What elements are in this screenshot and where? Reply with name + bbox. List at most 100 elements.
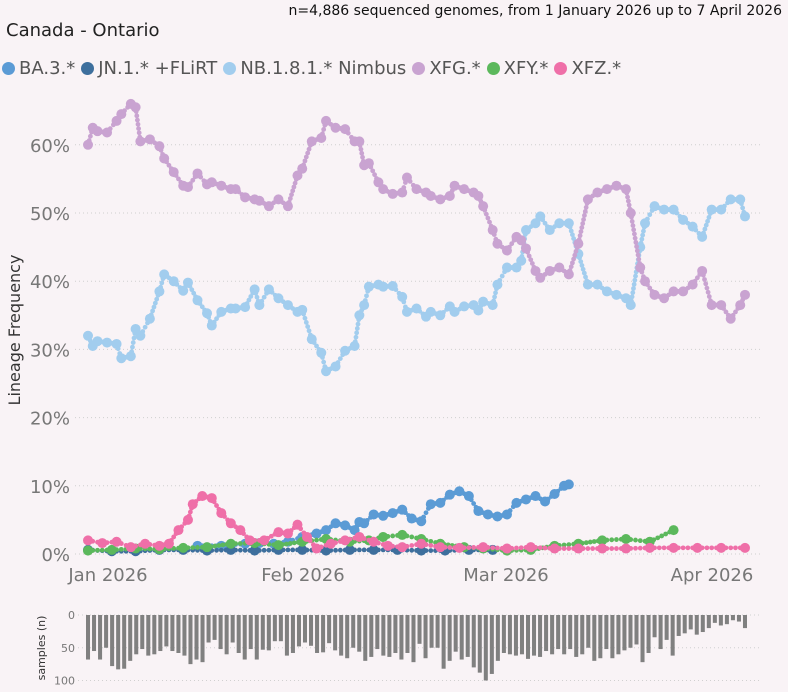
sample-bar[interactable] (610, 615, 615, 659)
data-point[interactable] (635, 262, 646, 273)
data-point[interactable] (125, 542, 136, 553)
data-point[interactable] (544, 225, 555, 236)
sample-bar[interactable] (315, 615, 320, 653)
data-point[interactable] (249, 545, 260, 556)
data-point[interactable] (368, 536, 379, 547)
data-point[interactable] (363, 281, 374, 292)
data-point[interactable] (687, 279, 698, 290)
sample-bar[interactable] (441, 615, 446, 669)
data-point[interactable] (359, 300, 370, 311)
data-point[interactable] (735, 300, 746, 311)
data-point[interactable] (116, 109, 127, 120)
data-point[interactable] (330, 361, 341, 372)
data-point[interactable] (144, 134, 155, 145)
data-point[interactable] (154, 286, 165, 297)
data-point[interactable] (254, 195, 265, 206)
data-point[interactable] (354, 310, 365, 321)
sample-bar[interactable] (634, 615, 639, 645)
sample-bar[interactable] (640, 615, 645, 663)
data-point[interactable] (644, 542, 655, 553)
sample-bar[interactable] (712, 615, 717, 623)
data-point[interactable] (202, 308, 213, 319)
data-point[interactable] (216, 306, 227, 317)
data-point[interactable] (387, 508, 398, 519)
sample-bar[interactable] (556, 615, 561, 650)
data-point[interactable] (182, 182, 193, 193)
sample-bar[interactable] (381, 615, 386, 656)
data-point[interactable] (501, 245, 512, 256)
data-point[interactable] (263, 201, 274, 212)
data-point[interactable] (197, 491, 208, 502)
data-point[interactable] (716, 300, 727, 311)
data-point[interactable] (306, 136, 317, 147)
data-point[interactable] (563, 269, 574, 280)
sample-bar[interactable] (417, 615, 422, 644)
data-point[interactable] (354, 531, 365, 542)
data-point[interactable] (516, 255, 527, 266)
sample-bar[interactable] (194, 615, 199, 660)
sample-bar[interactable] (447, 615, 452, 661)
sample-bar[interactable] (562, 615, 567, 655)
sample-bar[interactable] (345, 615, 350, 659)
sample-bar[interactable] (501, 615, 506, 653)
data-point[interactable] (340, 345, 351, 356)
sample-bar[interactable] (248, 615, 253, 650)
data-point[interactable] (678, 214, 689, 225)
legend-item-0[interactable]: BA.3.* (2, 58, 75, 79)
sample-bar[interactable] (694, 615, 699, 635)
data-point[interactable] (273, 293, 284, 304)
sample-bar[interactable] (586, 615, 591, 648)
legend-item-3[interactable]: XFG.* (412, 58, 481, 79)
data-point[interactable] (611, 289, 622, 300)
data-point[interactable] (478, 296, 489, 307)
sample-bar[interactable] (736, 615, 741, 622)
data-point[interactable] (235, 525, 246, 536)
data-point[interactable] (501, 509, 512, 520)
sample-bar[interactable] (658, 615, 663, 650)
data-point[interactable] (182, 514, 193, 525)
data-point[interactable] (411, 303, 422, 314)
data-point[interactable] (640, 218, 651, 229)
data-point[interactable] (325, 538, 336, 549)
data-point[interactable] (668, 525, 679, 536)
data-point[interactable] (182, 277, 193, 288)
sample-bar[interactable] (128, 615, 133, 661)
data-point[interactable] (544, 265, 555, 276)
sample-bar[interactable] (411, 615, 416, 663)
data-point[interactable] (435, 194, 446, 205)
data-point[interactable] (511, 497, 522, 508)
data-point[interactable] (206, 177, 217, 188)
sample-bar[interactable] (544, 615, 549, 652)
data-point[interactable] (273, 194, 284, 205)
sample-bar[interactable] (688, 615, 693, 630)
sample-bar[interactable] (682, 615, 687, 634)
data-point[interactable] (240, 302, 251, 313)
data-point[interactable] (597, 535, 608, 546)
sample-bar[interactable] (321, 615, 326, 653)
sample-bar[interactable] (471, 615, 476, 668)
data-point[interactable] (387, 280, 398, 291)
sample-bar[interactable] (525, 615, 531, 659)
data-point[interactable] (549, 488, 560, 499)
data-point[interactable] (454, 486, 465, 497)
sample-bar[interactable] (284, 615, 289, 656)
data-point[interactable] (697, 231, 708, 242)
data-point[interactable] (273, 527, 284, 538)
data-point[interactable] (321, 366, 332, 377)
legend-item-5[interactable]: XFZ.* (554, 58, 621, 79)
data-point[interactable] (611, 180, 622, 191)
data-point[interactable] (321, 525, 332, 536)
sample-bar[interactable] (742, 615, 747, 629)
data-point[interactable] (297, 163, 308, 174)
sample-bar[interactable] (405, 615, 410, 653)
data-point[interactable] (521, 243, 531, 254)
sample-bar[interactable] (309, 615, 314, 646)
data-point[interactable] (302, 531, 312, 542)
data-point[interactable] (459, 301, 470, 312)
data-point[interactable] (125, 351, 136, 362)
data-point[interactable] (192, 295, 203, 306)
data-point[interactable] (292, 519, 303, 530)
data-point[interactable] (230, 184, 241, 195)
sample-bar[interactable] (302, 615, 308, 643)
data-point[interactable] (230, 303, 241, 314)
